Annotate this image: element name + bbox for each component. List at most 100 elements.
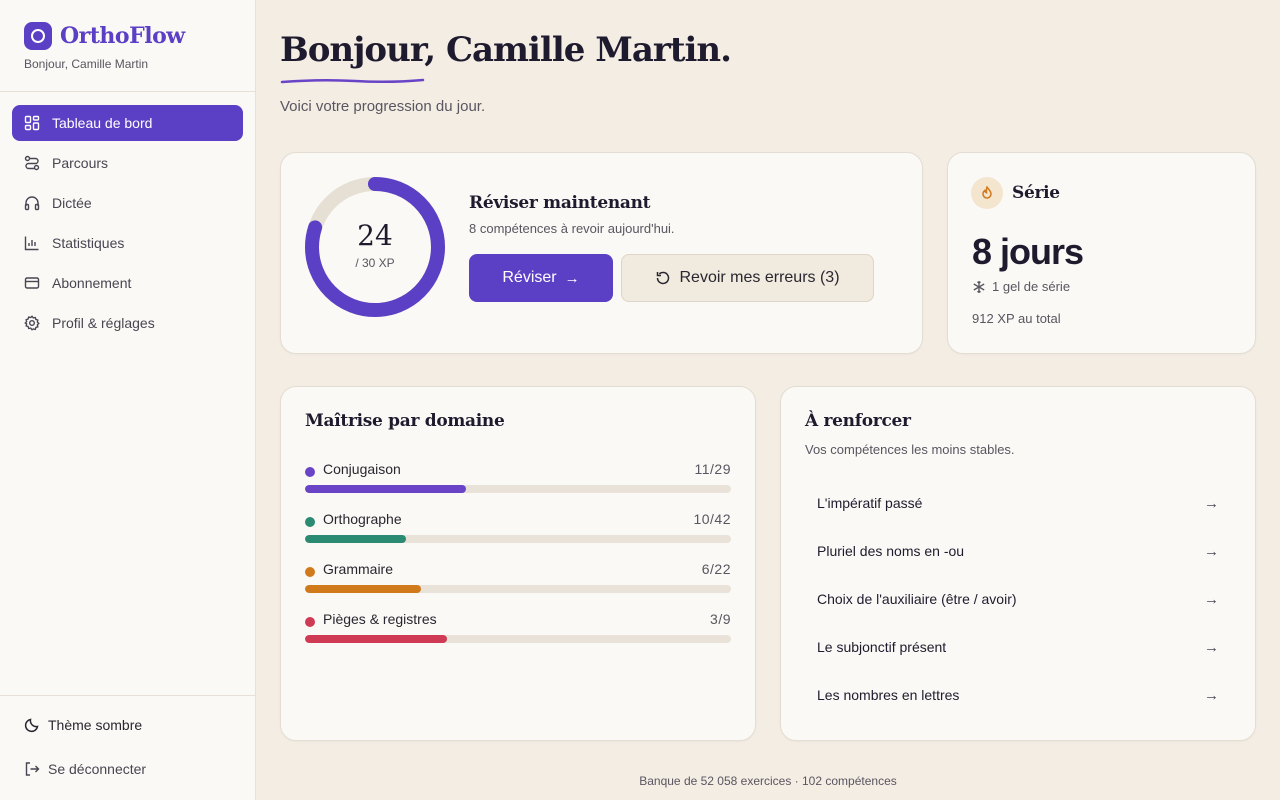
sidebar-item-label: Parcours — [52, 155, 109, 171]
sidebar-item-label: Tableau de bord — [52, 115, 153, 131]
domain-color-dot — [305, 617, 315, 627]
sidebar-item-profil-reglages[interactable]: Profil & réglages — [12, 305, 243, 341]
credit-card-icon — [24, 275, 40, 291]
arrow-right-icon: → — [1204, 590, 1219, 608]
domain-progress-fill — [305, 585, 422, 593]
domain-progress-fill — [305, 535, 407, 543]
brand[interactable]: OrthoFlow — [24, 22, 185, 50]
theme-toggle[interactable]: Thème sombre — [24, 717, 142, 733]
flame-icon — [971, 177, 1003, 209]
sidebar-nav: Tableau de bord Parcours Dictée Statisti… — [12, 105, 243, 345]
headphones-icon — [24, 195, 40, 211]
domain-progress-track — [305, 535, 731, 543]
refresh-icon — [655, 270, 671, 286]
domain-name: Orthographe — [323, 511, 402, 527]
sidebar-item-label: Statistiques — [52, 235, 125, 251]
gear-icon — [24, 315, 40, 331]
skill-label: L'impératif passé — [817, 495, 923, 511]
sidebar-item-label: Profil & réglages — [52, 315, 155, 331]
skill-label: Le subjonctif présent — [817, 639, 947, 655]
review-button-label: Réviser — [502, 269, 557, 286]
domain-count: 3/9 — [710, 611, 731, 627]
review-title: Réviser maintenant — [469, 193, 651, 213]
mastery-title: Maîtrise par domaine — [305, 411, 505, 431]
domain-color-dot — [305, 567, 315, 577]
xp-value: 24 — [357, 219, 393, 252]
skill-item[interactable]: Choix de l'auxiliaire (être / avoir) → — [805, 577, 1231, 621]
reinforce-card: À renforcer Vos compétences les moins st… — [780, 386, 1256, 741]
skill-label: Les nombres en lettres — [817, 687, 960, 703]
snowflake-icon — [972, 280, 986, 294]
page-title: Bonjour, Camille Martin. — [280, 30, 732, 70]
arrow-right-icon: → — [1204, 686, 1219, 704]
xp-progress-ring — [305, 177, 445, 317]
review-button[interactable]: Réviser → — [469, 254, 613, 302]
xp-goal: / 30 XP — [355, 256, 395, 270]
skill-item[interactable]: Les nombres en lettres → — [805, 673, 1231, 717]
sidebar-item-statistiques[interactable]: Statistiques — [12, 225, 243, 261]
domain-count: 10/42 — [693, 511, 731, 527]
logout-button[interactable]: Se déconnecter — [24, 761, 146, 777]
bar-chart-icon — [24, 235, 40, 251]
skill-item[interactable]: Le subjonctif présent → — [805, 625, 1231, 669]
page-subtitle: Voici votre progression du jour. — [280, 98, 486, 115]
domain-name: Conjugaison — [323, 461, 401, 477]
dashboard-icon — [24, 115, 40, 131]
arrow-right-icon: → — [1204, 638, 1219, 656]
sidebar-item-label: Dictée — [52, 195, 92, 211]
logo-icon — [24, 22, 52, 50]
domain-progress-track — [305, 485, 731, 493]
domain-color-dot — [305, 467, 315, 477]
streak-days: 8 jours — [972, 231, 1084, 272]
sidebar-item-abonnement[interactable]: Abonnement — [12, 265, 243, 301]
skill-label: Choix de l'auxiliaire (être / avoir) — [817, 591, 1017, 607]
sidebar-greeting: Bonjour, Camille Martin — [24, 57, 149, 71]
sidebar-item-dictee[interactable]: Dictée — [12, 185, 243, 221]
streak-title: Série — [1012, 183, 1060, 203]
streak-freeze-label: 1 gel de série — [992, 279, 1071, 294]
domain-name: Grammaire — [323, 561, 394, 577]
skill-label: Pluriel des noms en -ou — [817, 543, 965, 559]
sidebar-item-tableau-de-bord[interactable]: Tableau de bord — [12, 105, 243, 141]
sidebar-item-label: Abonnement — [52, 275, 132, 291]
mastery-card: Maîtrise par domaine Conjugaison 11/29 Ort… — [280, 386, 756, 741]
arrow-right-icon: → — [1204, 494, 1219, 512]
domain-progress-fill — [305, 485, 467, 493]
theme-toggle-label: Thème sombre — [48, 717, 143, 733]
arrow-right-icon: → — [564, 269, 580, 287]
title-underline — [280, 78, 425, 84]
reinforce-subtitle: Vos compétences les moins stables. — [805, 442, 1015, 457]
review-subtitle: 8 compétences à revoir aujourd'hui. — [469, 221, 675, 236]
domain-progress-track — [305, 585, 731, 593]
arrow-right-icon: → — [1204, 542, 1219, 560]
domain-progress-track — [305, 635, 731, 643]
domain-row: Grammaire 6/22 — [305, 561, 731, 601]
reinforce-title: À renforcer — [805, 411, 911, 431]
review-errors-button[interactable]: Revoir mes erreurs (3) — [621, 254, 874, 302]
domain-color-dot — [305, 517, 315, 527]
streak-card: Série 8 jours 1 gel de série 912 XP au t… — [947, 152, 1256, 354]
total-xp: 912 XP au total — [972, 311, 1061, 326]
divider — [0, 91, 255, 92]
divider — [0, 695, 255, 696]
main-content: Bonjour, Camille Martin. Voici votre pro… — [256, 0, 1280, 800]
domain-row: Pièges & registres 3/9 — [305, 611, 731, 651]
domain-row: Orthographe 10/42 — [305, 511, 731, 551]
sidebar: OrthoFlow Bonjour, Camille Martin Tablea… — [0, 0, 256, 800]
moon-icon — [24, 717, 40, 733]
footer-stats: Banque de 52 058 exercices · 102 compéte… — [639, 774, 897, 788]
review-errors-label: Revoir mes erreurs (3) — [679, 269, 840, 286]
domain-row: Conjugaison 11/29 — [305, 461, 731, 501]
logout-label: Se déconnecter — [48, 761, 147, 777]
domain-count: 6/22 — [701, 561, 731, 577]
route-icon — [24, 155, 40, 171]
logout-icon — [24, 761, 40, 777]
streak-freeze: 1 gel de série — [972, 279, 1070, 294]
skill-item[interactable]: L'impératif passé → — [805, 481, 1231, 525]
sidebar-item-parcours[interactable]: Parcours — [12, 145, 243, 181]
domain-count: 11/29 — [694, 461, 731, 477]
domain-name: Pièges & registres — [323, 611, 437, 627]
daily-review-card: 24 / 30 XP Réviser maintenant 8 compéten… — [280, 152, 923, 354]
domain-progress-fill — [305, 635, 447, 643]
skill-item[interactable]: Pluriel des noms en -ou → — [805, 529, 1231, 573]
